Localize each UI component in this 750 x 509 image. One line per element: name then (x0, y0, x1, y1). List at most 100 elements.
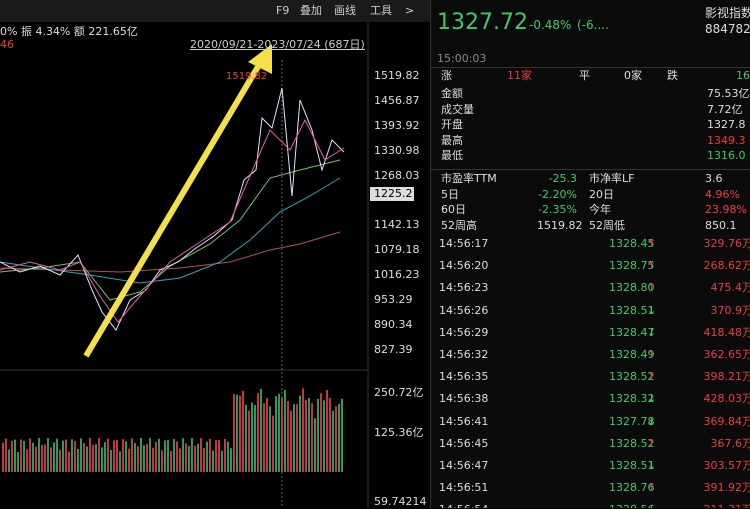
tick-direction: ↑ (647, 370, 657, 384)
volume-bar-decor (185, 443, 187, 472)
volume-bar-decor (158, 438, 160, 472)
volume-bar-decor (50, 447, 52, 472)
volume-bar-decor (134, 443, 136, 472)
volume-bar-decor (266, 398, 268, 472)
volume-bar-decor (335, 406, 337, 472)
volume-bar-decor (14, 439, 16, 472)
volume-bar-decor (206, 441, 208, 472)
flat-count: 0家 (624, 69, 642, 82)
tick-price: 1328.52 (609, 436, 655, 450)
tick-time: 14:56:54 (439, 503, 488, 508)
volume-bar-decor (101, 447, 103, 472)
ma-line (0, 231, 341, 273)
tick-time: 14:56:41 (439, 414, 489, 428)
volume-bar-decor (8, 449, 10, 472)
volume-bar-decor (317, 398, 319, 472)
volume-bar-decor (290, 410, 292, 472)
volume-bar-decor (116, 439, 118, 472)
volume-bar-decor (326, 389, 328, 472)
price-axis-label: 890.34 (374, 318, 413, 331)
price-axis-label: 1142.13 (374, 218, 420, 232)
code: 884782 (705, 22, 750, 36)
volume-bar-decor (71, 439, 73, 472)
tick-time: 14:56:38 (439, 392, 489, 406)
metric-value: 850.1 (705, 218, 737, 232)
tick-time: 14:56:23 (439, 281, 489, 295)
volume-bar-decor (263, 403, 265, 472)
volume-bar-decor (323, 400, 325, 472)
tick-direction: ↓ (647, 392, 657, 406)
up-label: 涨 (441, 69, 452, 82)
tick-price: 1328.51 (609, 459, 655, 472)
volume-bar-decor (110, 450, 112, 472)
volume-bar-decor (257, 393, 259, 472)
volume-bar-decor (137, 446, 139, 472)
volume-bar-decor (341, 398, 343, 472)
tick-time: 14:56:26 (439, 303, 489, 317)
tick-price: 1328.52 (609, 370, 655, 384)
volume-bars (2, 388, 343, 472)
stat-label: 成交量 (441, 102, 474, 116)
tick-volume: 362.65万 (703, 348, 750, 361)
stat-value: 1349.3 (707, 133, 746, 147)
volume-bar-decor (122, 439, 124, 472)
volume-bar-decor (188, 445, 190, 472)
kline-chart (0, 0, 430, 508)
tick-direction: ↑ (647, 281, 657, 295)
stat-value: 1327.8 (707, 118, 746, 131)
volume-bar-decor (251, 402, 253, 472)
metric-value: 1519.82 (537, 218, 583, 232)
tool-button[interactable]: 叠加 (300, 4, 322, 17)
volume-bar-decor (26, 449, 28, 472)
date-range[interactable]: 2020/09/21-2023/07/24 (687日) (190, 38, 365, 51)
tool-button[interactable]: > (405, 4, 415, 17)
trend-arrow (83, 58, 265, 358)
tick-volume: 370.9万 (710, 303, 750, 317)
trend-arrow-head (248, 44, 272, 74)
tick-direction: ↓ (647, 503, 656, 508)
volume-bar-decor (242, 390, 244, 472)
metric-label: 60日 (441, 203, 466, 216)
tick-volume: 369.84万 (703, 414, 750, 428)
volume-bar-decor (155, 441, 157, 472)
volume-bar-decor (302, 388, 304, 472)
tick-price: 1328.32 (609, 392, 655, 406)
stat-label: 最低 (441, 149, 463, 162)
tick-direction: ↓ (647, 303, 657, 317)
price-axis-label: 827.39 (374, 342, 413, 356)
price: 1327.72 (437, 10, 528, 35)
volume-bar-decor (65, 439, 67, 472)
volume-bar-decor (281, 397, 283, 472)
volume-bar-decor (200, 438, 202, 472)
volume-bar-decor (197, 443, 199, 472)
price-axis-label: 1519.82 (374, 69, 420, 82)
volume-axis-label: 59.74214 (374, 495, 427, 508)
ma-value: 46 (0, 38, 14, 51)
tool-button[interactable]: 工具 (370, 4, 392, 17)
volume-bar-decor (56, 438, 58, 472)
volume-bar-decor (98, 438, 100, 472)
volume-bar-decor (59, 449, 61, 472)
volume-bar-decor (269, 406, 271, 472)
tool-button[interactable]: F9 (276, 4, 290, 17)
volume-bar-decor (311, 403, 313, 472)
volume-bar-decor (308, 397, 310, 472)
tick-price: 1328.49 (609, 348, 655, 361)
volume-bar-decor (233, 394, 235, 472)
volume-bar-decor (338, 403, 340, 472)
volume-bar-decor (179, 448, 181, 472)
volume-axis-label: 125.36亿 (374, 426, 424, 439)
time: 15:00:03 (437, 52, 487, 65)
change: -0.48% (529, 18, 572, 32)
volume-bar-decor (41, 444, 43, 472)
price-axis-label: 1079.18 (374, 243, 420, 257)
divider (431, 169, 750, 170)
price-axis-label: 1456.87 (374, 93, 420, 107)
stat-label: 金额 (441, 87, 463, 100)
volume-bar-decor (293, 404, 295, 472)
tick-volume: 428.03万 (703, 392, 750, 406)
tick-direction: ↑ (647, 436, 657, 450)
volume-bar-decor (2, 442, 4, 472)
volume-bar-decor (125, 441, 127, 472)
tool-button[interactable]: 画线 (334, 4, 356, 17)
